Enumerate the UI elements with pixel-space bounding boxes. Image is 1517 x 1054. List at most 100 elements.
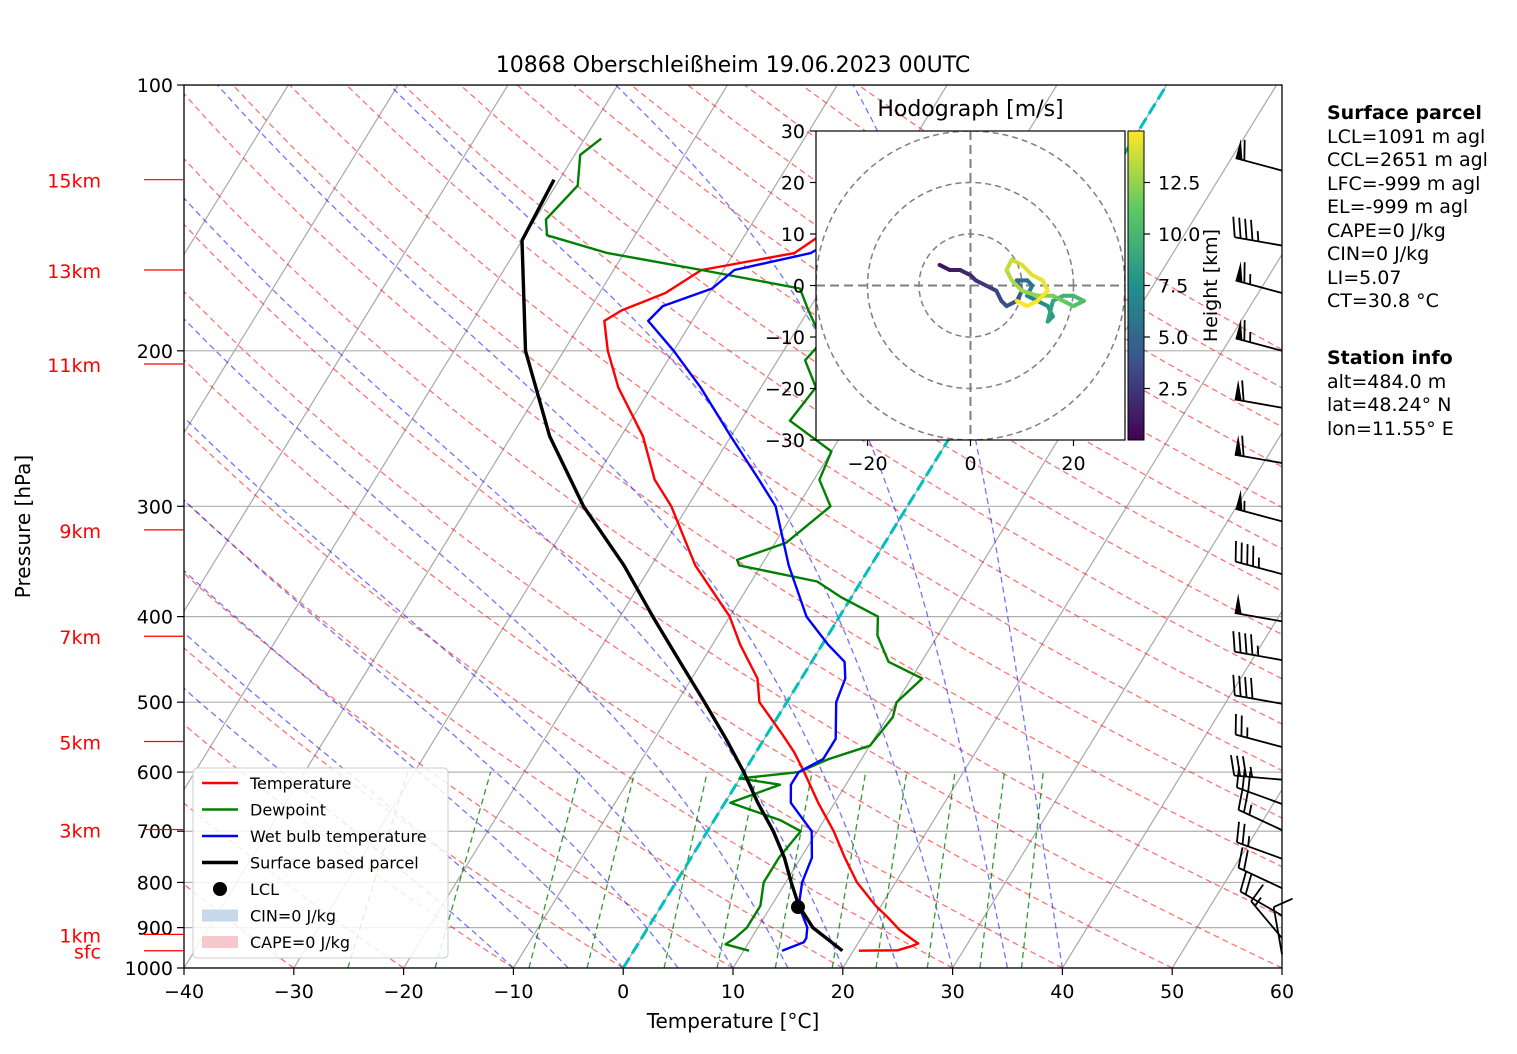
- barb-feather: [1244, 874, 1253, 895]
- legend-label: CAPE=0 J/kg: [250, 933, 350, 952]
- hodograph-segment: [1014, 298, 1030, 309]
- barb-feather: [1238, 675, 1242, 697]
- barb-feather: [1232, 674, 1236, 696]
- barb-staff: [1236, 786, 1283, 805]
- hodograph-y-tick-label: 20: [781, 173, 805, 195]
- barb-half-feather: [1249, 766, 1254, 778]
- x-tick-label: 60: [1270, 981, 1294, 1003]
- mixing-ratio-line: [586, 771, 636, 968]
- barb-feather: [1250, 677, 1254, 699]
- mixing-ratio-line: [831, 771, 867, 968]
- lcl-value: LCL=1091 m agl: [1327, 125, 1486, 148]
- mixing-ratio-line: [926, 772, 956, 968]
- x-tick-label: 40: [1050, 981, 1074, 1003]
- dewpoint-line: [544, 137, 924, 952]
- mixing-ratio-line: [663, 771, 708, 968]
- barb-staff: [1235, 337, 1283, 352]
- mixing-ratio-line: [979, 772, 1006, 968]
- barb-feather: [1250, 219, 1254, 241]
- legend-label: CIN=0 J/kg: [250, 907, 336, 926]
- height-label: 13km: [47, 261, 101, 283]
- height-label: 9km: [59, 521, 101, 543]
- x-tick-label: 20: [831, 981, 855, 1003]
- wind-barbs: [1230, 138, 1293, 955]
- barb-flag: [1235, 319, 1243, 341]
- wind-barb: [1235, 489, 1283, 523]
- mixing-ratio-line: [875, 771, 908, 968]
- barb-feather: [1237, 789, 1244, 811]
- mixing-ratio-line: [774, 771, 813, 968]
- el-value: EL=-999 m agl: [1327, 196, 1469, 218]
- hodograph-segment: [1020, 262, 1035, 278]
- y-axis-label: Pressure [hPa]: [11, 455, 35, 598]
- legend-swatch: [213, 882, 227, 896]
- wind-barb: [1230, 755, 1283, 781]
- y-tick-label: 700: [137, 821, 173, 843]
- wind-barb: [1232, 216, 1283, 247]
- ct-value: CT=30.8 °C: [1327, 290, 1439, 312]
- dry-adiabat: [232, 85, 1282, 819]
- legend-swatch: [202, 909, 238, 922]
- legend-box: [192, 767, 449, 959]
- dry-adiabat: [289, 85, 1282, 772]
- isotherm-line: [184, 85, 509, 613]
- barb-half-feather: [1247, 836, 1251, 847]
- hodograph-segment: [1020, 288, 1040, 298]
- barb-feather: [1241, 769, 1246, 790]
- x-tick-label: −40: [164, 981, 204, 1003]
- x-tick-label: −20: [384, 981, 424, 1003]
- y-tick-label: 900: [137, 918, 173, 940]
- ccl-value: CCL=2651 m agl: [1327, 149, 1488, 171]
- isotherm-line: [1061, 610, 1282, 968]
- isotherm-line: [184, 85, 399, 434]
- isotherm-line: [732, 85, 1278, 968]
- wind-barb: [1235, 138, 1283, 172]
- isotherm-line: [184, 85, 289, 256]
- barb-staff: [1235, 508, 1283, 523]
- barb-half-feather: [1256, 231, 1260, 242]
- barb-flag: [1234, 379, 1242, 401]
- barb-feather: [1247, 771, 1252, 792]
- barb-flag: [1235, 261, 1243, 283]
- height-label: 7km: [59, 627, 101, 649]
- barb-flag: [1235, 138, 1243, 160]
- barb-feather: [1232, 631, 1236, 652]
- legend-label: Temperature: [249, 774, 351, 793]
- station-info-heading: Station info: [1327, 347, 1453, 369]
- colorbar-tick-label: 2.5: [1158, 379, 1188, 401]
- dry-adiabat: [184, 499, 844, 968]
- station-info: Station info alt=484.0 m lat=48.24° N lo…: [1327, 347, 1454, 441]
- barb-feather: [1244, 218, 1248, 240]
- dry-adiabat: [184, 92, 1282, 868]
- mixing-ratio-line: [716, 771, 758, 968]
- y-tick-label: 1000: [125, 958, 173, 980]
- barb-feather: [1250, 634, 1254, 655]
- station-alt: alt=484.0 m: [1327, 370, 1447, 393]
- dry-adiabat: [184, 290, 1173, 968]
- station-lon: lon=11.55° E: [1327, 417, 1454, 440]
- dry-adiabat: [184, 572, 734, 968]
- moist-adiabat: [184, 416, 734, 968]
- legend-swatch: [202, 936, 238, 948]
- barb-staff: [1238, 867, 1283, 889]
- hodograph-segment: [1009, 278, 1024, 293]
- barb-staff: [1235, 733, 1283, 748]
- lfc-value: LFC=-999 m agl: [1327, 172, 1481, 195]
- barb-staff: [1239, 890, 1283, 917]
- wind-barb: [1250, 884, 1283, 939]
- barb-staff: [1235, 279, 1283, 294]
- barb-feather: [1235, 821, 1240, 843]
- moist-adiabat: [184, 318, 789, 968]
- height-label: 15km: [47, 171, 101, 193]
- wind-barb: [1234, 541, 1283, 575]
- moist-adiabat: [852, 85, 1064, 968]
- chart-title: 10868 Oberschleißheim 19.06.2023 00UTC: [496, 53, 971, 78]
- hodograph-y-tick-label: 30: [781, 121, 805, 143]
- y-tick-label: 400: [137, 607, 173, 629]
- wind-barb: [1237, 847, 1283, 889]
- barb-feather: [1235, 766, 1240, 788]
- barb-staff: [1234, 694, 1283, 705]
- dry-adiabat: [184, 647, 624, 968]
- hodograph-y-tick-label: −20: [765, 379, 805, 401]
